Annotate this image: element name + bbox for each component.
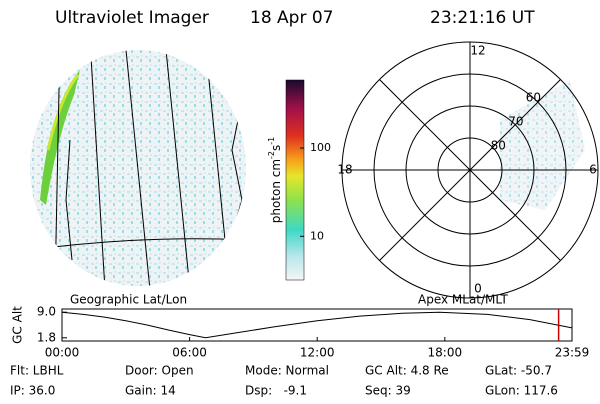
mlt-label: 18 [337, 163, 352, 177]
x-tick-label: 00:00 [45, 346, 80, 360]
map-label: Geographic Lat/Lon [70, 293, 187, 307]
lat-label: 70 [508, 115, 523, 129]
info-field: GLon: 117.6 [485, 384, 558, 398]
info-field: GC Alt: 4.8 Re [365, 364, 449, 378]
title: Ultraviolet Imager [55, 8, 209, 28]
info-field: Mode: Normal [245, 364, 329, 378]
colorbar-label: photon cm-2s-1 [267, 137, 283, 224]
info-field: Gain: 14 [125, 384, 176, 398]
altitude-line [61, 311, 573, 339]
date: 18 Apr 07 [250, 8, 333, 28]
mlt-label: 12 [470, 44, 485, 58]
footer: Flt: LBHL Door: Open Mode: Normal GC Alt: 4… [10, 364, 558, 398]
info-field: Dsp: -9.1 [245, 384, 307, 398]
colorbar-tick-label: 10 [310, 229, 324, 242]
y-tick-label: 1.8 [37, 330, 56, 344]
lat-label: 60 [526, 91, 541, 105]
meridian [379, 79, 471, 171]
y-axis-label: GC Alt [11, 306, 25, 344]
mlt-label: 0 [474, 282, 482, 296]
map-image [30, 50, 246, 286]
y-tick-label: 9.0 [37, 305, 56, 319]
lat-label: 80 [491, 139, 506, 153]
plot-frame [61, 308, 573, 342]
meridian [469, 169, 561, 261]
polar-label: Apex MLat/MLT [418, 293, 508, 307]
info-field: GLat: -50.7 [485, 364, 552, 378]
time: 23:21:16 UT [430, 8, 535, 28]
x-tick-label: 23:59 [555, 346, 590, 360]
info-field: Seq: 39 [365, 384, 411, 398]
x-tick-label: 12:00 [300, 346, 335, 360]
colorbar-tick-label: 100 [310, 141, 331, 154]
info-field: Door: Open [125, 364, 194, 378]
info-field: Flt: LBHL [10, 364, 64, 378]
meridian [469, 79, 561, 171]
info-field: IP: 36.0 [10, 384, 55, 398]
x-tick-label: 06:00 [172, 346, 207, 360]
colorbar [285, 79, 305, 281]
x-tick-label: 18:00 [428, 346, 463, 360]
meridian [379, 169, 471, 261]
mlt-label: 6 [589, 163, 597, 177]
